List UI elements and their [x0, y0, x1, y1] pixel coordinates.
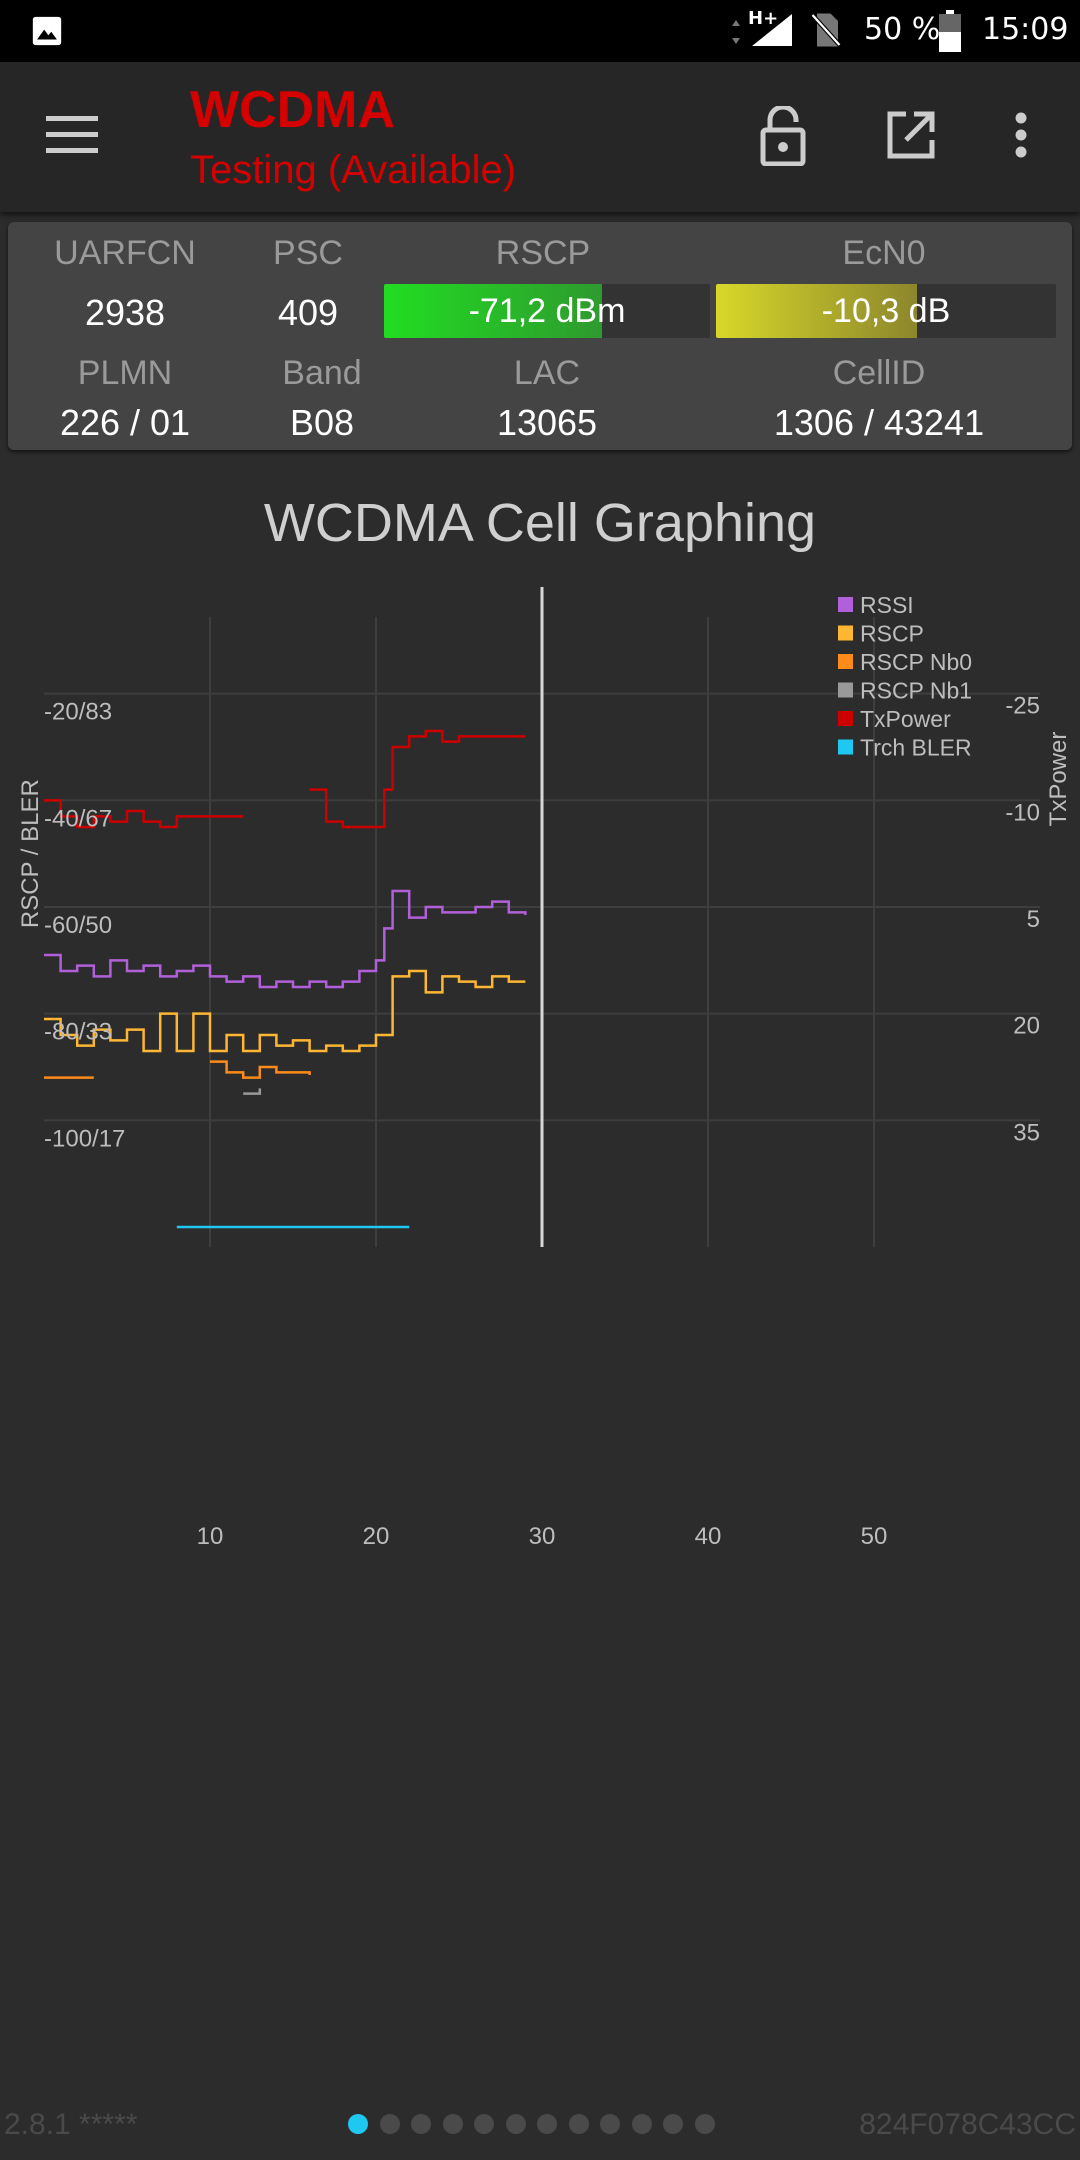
network-type: H+	[748, 8, 779, 29]
y-axis-label-left: RSCP / BLER	[17, 779, 44, 928]
uarfcn-label: UARFCN	[54, 234, 196, 272]
cell-graph[interactable]: -20/83 -40/67 -60/50 -80/33 -100/17 -25 -10 5 20…	[0, 560, 1080, 1560]
page-dot[interactable]	[379, 2114, 400, 2134]
ecn0-bar: -10,3 dB	[716, 284, 1056, 338]
battery-percent: 50 %	[864, 12, 941, 47]
y-tick-left: -80/33	[44, 1019, 112, 1046]
rscp-bar: -71,2 dBm	[384, 284, 710, 338]
y-tick-left: -100/17	[44, 1125, 125, 1152]
legend-label: RSCP	[860, 621, 924, 647]
menu-icon[interactable]	[46, 114, 98, 154]
no-sim-icon	[810, 13, 842, 47]
lac-value: 13065	[496, 402, 598, 443]
y-tick-right: 5	[1027, 906, 1040, 933]
ecn0-bar-fill	[716, 284, 917, 338]
y-tick-left: -60/50	[44, 912, 112, 939]
lock-icon[interactable]	[760, 106, 806, 166]
ecn0-label: EcN0	[842, 234, 926, 272]
page-dot[interactable]	[474, 2114, 494, 2134]
page-dot[interactable]	[348, 2114, 368, 2134]
x-tick: 10	[197, 1523, 224, 1550]
uarfcn-value: 2938	[84, 292, 166, 333]
series-line-txpower	[44, 799, 244, 829]
open-external-icon[interactable]	[886, 110, 936, 160]
lac-label: LAC	[513, 354, 581, 392]
legend-label: Trch BLER	[860, 735, 972, 761]
y-tick-right: 20	[1013, 1013, 1040, 1040]
page-dot[interactable]	[442, 2114, 463, 2134]
app-title: WCDMA	[190, 81, 396, 139]
ecn0-value: -10,3 dB	[821, 292, 951, 330]
legend-label: RSCP Nb0	[860, 649, 972, 675]
series-line-rscp-nb1	[243, 1088, 262, 1095]
y-tick-left: -20/83	[44, 699, 112, 726]
page-dot[interactable]	[694, 2114, 715, 2134]
band-value: B08	[289, 402, 355, 443]
x-tick: 40	[695, 1523, 722, 1550]
x-tick: 20	[363, 1523, 390, 1550]
legend-swatch	[838, 597, 853, 612]
band-label: Band	[282, 354, 362, 392]
legend-swatch	[838, 682, 853, 698]
rscp-label: RSCP	[495, 234, 591, 272]
app-version: 2.8.1 *****	[4, 2108, 138, 2141]
legend-label: RSCP Nb1	[860, 678, 972, 704]
rscp-value: -71,2 dBm	[468, 292, 626, 330]
cellid-value: 1306 / 43241	[773, 402, 985, 443]
device-id: 824F078C43CC	[859, 2108, 1076, 2141]
page-dot[interactable]	[411, 2114, 431, 2134]
cell-info-panel: UARFCN PSC RSCP EcN0 2938 409 -71,2 dBm …	[8, 222, 1072, 450]
page-dot[interactable]	[568, 2114, 589, 2134]
y-tick-left: -40/67	[44, 805, 112, 832]
legend-swatch	[838, 711, 853, 726]
battery-icon	[939, 10, 961, 52]
graph-title: WCDMA Cell Graphing	[263, 493, 817, 553]
y-tick-right: 35	[1013, 1119, 1040, 1146]
data-arrows-icon	[732, 20, 740, 44]
app-bar: WCDMA Testing (Available)	[0, 62, 1080, 212]
page-dot[interactable]	[663, 2114, 683, 2134]
series-line-rssi	[44, 889, 527, 989]
x-tick: 30	[529, 1523, 556, 1550]
signal-icon	[752, 14, 792, 46]
status-bar: H+ 50 % 15:09	[0, 0, 1080, 62]
page-dot[interactable]	[537, 2114, 557, 2134]
legend-label: TxPower	[860, 706, 951, 732]
clock: 15:09	[982, 12, 1069, 47]
plmn-label: PLMN	[77, 354, 173, 392]
x-tick: 50	[861, 1523, 888, 1550]
y-tick-right: -10	[1005, 799, 1040, 826]
page-dot[interactable]	[600, 2114, 620, 2134]
gallery-notification-icon	[32, 16, 62, 46]
page-dot[interactable]	[505, 2114, 526, 2134]
psc-value: 409	[277, 292, 339, 333]
y-tick-right: -25	[1005, 693, 1040, 720]
series-line-rscp-nb0	[210, 1060, 311, 1079]
psc-label: PSC	[273, 234, 343, 272]
page-dot[interactable]	[631, 2114, 652, 2134]
legend-swatch	[838, 625, 853, 641]
y-axis-label-right: TxPower	[1045, 732, 1072, 827]
rscp-bar-fill	[384, 284, 603, 338]
series-line-txpower	[309, 729, 526, 829]
app-subtitle: Testing (Available)	[190, 148, 517, 192]
more-vert-icon[interactable]	[1014, 112, 1028, 158]
legend-swatch	[838, 739, 853, 755]
plmn-value: 226 / 01	[59, 402, 191, 443]
legend-swatch	[838, 654, 853, 669]
page-indicator[interactable]	[348, 2114, 726, 2138]
series-line-rscp	[44, 969, 526, 1053]
legend-label: RSSI	[860, 592, 914, 618]
cellid-label: CellID	[832, 354, 926, 392]
